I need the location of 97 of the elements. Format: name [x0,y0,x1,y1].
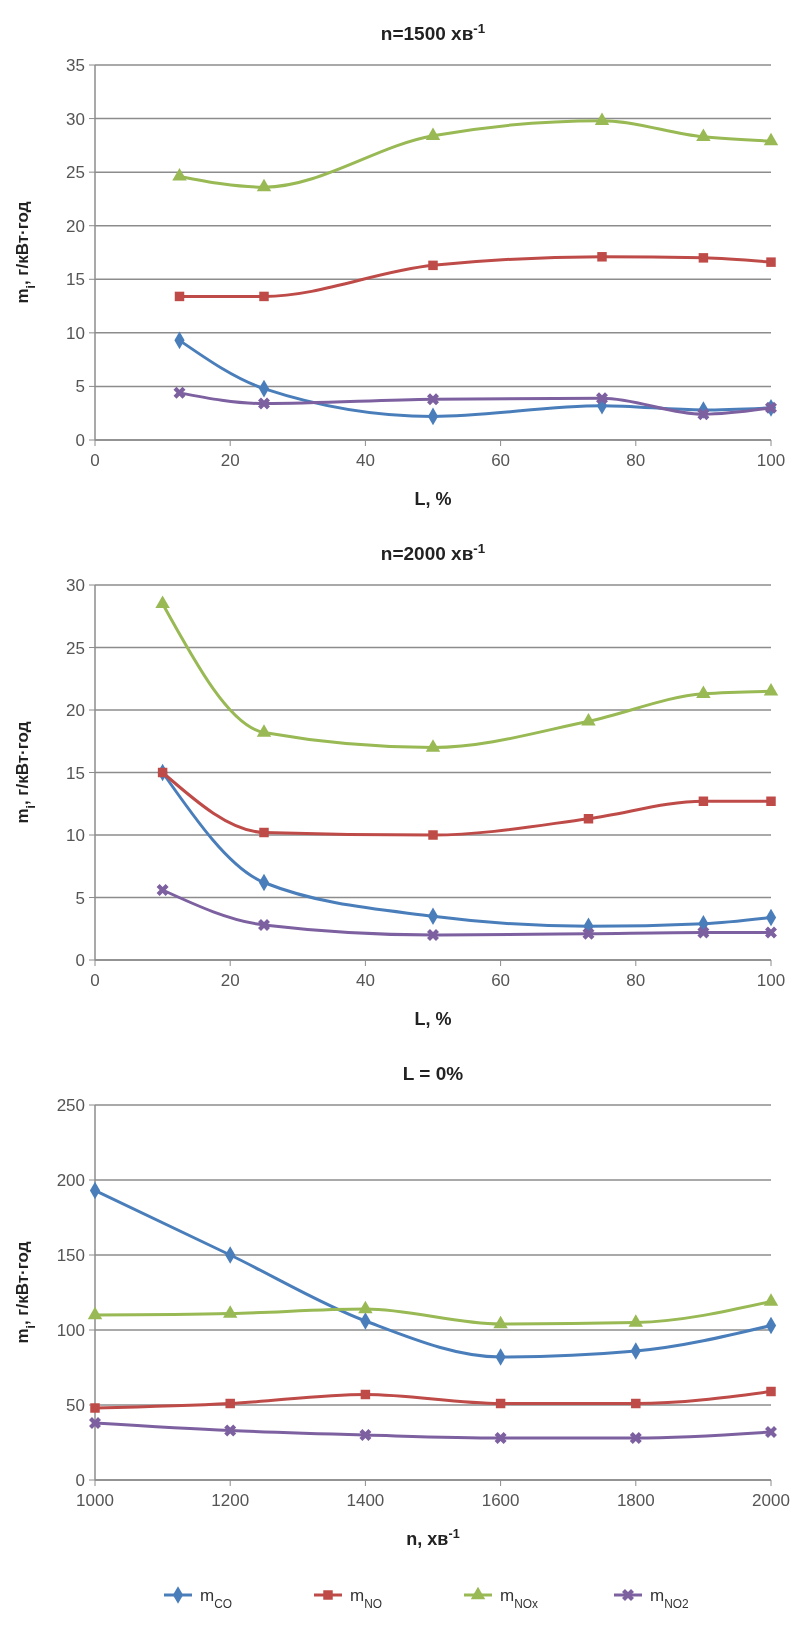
y-tick-label: 5 [75,377,85,397]
point [155,595,170,608]
chart-title: n=1500 хв$^{-1}$ [380,20,486,44]
x-tick-label: 100 [756,451,786,470]
y-tick-label: 15 [66,763,85,783]
point [428,260,438,271]
legend-label: m$_{CO}$ [200,1586,233,1611]
point [224,1424,237,1437]
y-tick-label: 15 [66,270,85,290]
point [581,712,596,726]
point [697,408,710,421]
point [766,796,776,806]
point [359,1429,372,1441]
y-tick-label: 150 [56,1246,85,1265]
y-tick-label: 0 [75,951,85,970]
point [697,926,710,939]
point [225,1398,235,1409]
x-tick-label: 40 [355,971,375,990]
point [425,739,441,752]
y-tick-label: 20 [66,216,85,236]
x-tick-label: 80 [626,971,646,990]
point [631,1398,641,1409]
x-tick-label: 1000 [76,1491,114,1510]
point [765,926,777,939]
point [156,884,169,896]
y-tick-label: 25 [66,638,85,658]
x-tick-label: 0 [90,971,100,990]
x-axis-title: L, % [414,1009,452,1029]
point [495,1398,506,1409]
point [494,1432,507,1444]
y-tick-label: 250 [56,1096,85,1115]
y-tick-label: 30 [66,576,85,595]
y-tick-label: 30 [66,109,85,129]
y-tick-label: 50 [66,1396,85,1415]
x-tick-label: 20 [220,971,240,990]
x-tick-label: 2000 [752,1491,790,1510]
y-tick-label: 200 [56,1171,85,1190]
point [763,682,779,696]
x-tick-label: 60 [491,971,511,990]
point [258,397,270,410]
x-tick-label: 1600 [481,1491,520,1510]
point [427,393,439,406]
point [698,253,709,263]
x-axis-title: n, хв$^{-1}$ [406,1527,460,1549]
chart-title: n=2000 хв$^{-1}$ [380,540,486,564]
point [763,132,779,146]
point [428,830,438,840]
y-tick-label: 35 [66,56,85,75]
x-tick-label: 20 [220,451,240,470]
y-tick-label: 20 [66,701,85,720]
point [256,724,272,737]
point [583,814,594,824]
x-tick-label: 80 [626,451,646,470]
y-tick-label: 25 [66,163,85,183]
point [594,112,610,125]
point [597,252,607,262]
point [629,1432,642,1444]
x-tick-label: 1800 [616,1491,655,1510]
point [425,127,441,140]
legend-label: m$_{NOx}$ [500,1586,539,1611]
point [766,1386,776,1397]
point [259,291,269,302]
y-tick-label: 0 [75,1471,85,1490]
x-tick-label: 40 [355,451,375,470]
point [157,767,168,778]
point [256,178,272,192]
x-tick-label: 1200 [211,1491,250,1510]
y-tick-label: 10 [66,323,85,343]
x-axis-title: L, % [414,489,452,509]
legend-label: m$_{NO}$ [350,1586,383,1611]
chart-title: L = 0% [402,1063,464,1084]
point [174,291,185,302]
legend-label: m$_{NO2}$ [650,1586,690,1611]
y-tick-label: 5 [75,888,85,908]
point [596,392,608,405]
point [173,386,186,399]
point [766,257,776,267]
x-tick-label: 100 [756,971,786,990]
point [696,128,711,141]
point [259,827,269,838]
point [358,1300,373,1314]
point [87,1306,103,1320]
point [172,168,187,181]
x-tick-label: 0 [90,451,100,470]
point [493,1315,508,1329]
point [696,685,711,698]
point [698,796,709,806]
point [628,1314,644,1327]
y-tick-label: 10 [66,826,85,845]
point [222,1305,238,1318]
y-tick-label: 0 [75,431,85,450]
point [763,1293,779,1306]
x-tick-label: 60 [491,451,511,470]
point [360,1389,371,1400]
y-tick-label: 100 [56,1321,85,1340]
point [582,927,595,940]
x-tick-label: 1400 [346,1491,385,1510]
